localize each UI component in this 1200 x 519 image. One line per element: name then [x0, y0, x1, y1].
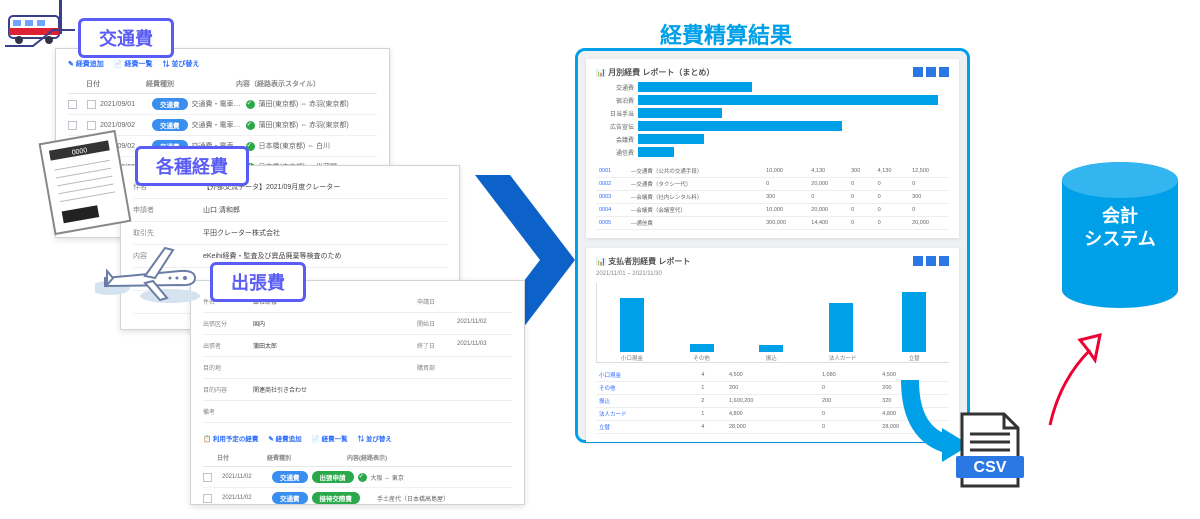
- card3-header: 日付 経費種別 内容(経路表示): [203, 449, 512, 467]
- bar: 振込: [759, 345, 783, 362]
- bar: 小口現金: [620, 298, 644, 362]
- form-row: 申請者山口 清和郎: [133, 199, 447, 222]
- form-row: 目的地購買部: [203, 357, 512, 379]
- form-row: 目的内容関連商社引き合わせ: [203, 379, 512, 401]
- receipt-icon: 0000: [37, 129, 132, 236]
- card1-header: 日付 経費種別 内容（経路表示スタイル）: [68, 75, 377, 94]
- type-pill: 出張申請: [312, 471, 354, 483]
- report2-table: 小口現金44,5001,0804,500その他12000200振込21,600,…: [596, 369, 949, 434]
- type-pill: 交通費: [152, 119, 188, 131]
- report-monthly: 📊 月別経費 レポート（まとめ） 交通費宿泊費日当手当広告宣伝会議費通信費 00…: [586, 59, 959, 238]
- tag-misc: 各種経費: [135, 146, 249, 186]
- bar-row: 日当手当: [596, 108, 949, 118]
- report-controls[interactable]: [913, 67, 949, 78]
- type-pill: 交通費: [272, 471, 308, 483]
- report1-table: 0001—交通費（公共の交通手段）10,0004,1303004,13012,5…: [596, 165, 949, 230]
- to-db-arrow: [1040, 330, 1110, 430]
- bar: その他: [690, 344, 714, 362]
- form-row: 備考: [203, 401, 512, 423]
- bar-row: 交通費: [596, 82, 949, 92]
- type-pill: 接待交際費: [312, 492, 361, 504]
- bar-row: 会議費: [596, 134, 949, 144]
- tag-travel: 出張費: [210, 262, 306, 302]
- travel-card: 件名本社研修申請日出張区分国内開始日2021/11/02出張者蒲田太郎終了日20…: [190, 280, 525, 505]
- checkbox[interactable]: [68, 121, 77, 130]
- dashboard-title: 経費精算結果: [660, 18, 792, 50]
- bar: 法人カード: [829, 303, 857, 362]
- form-row: 出張区分国内開始日2021/11/02: [203, 313, 512, 335]
- bar-row: 宿泊費: [596, 95, 949, 105]
- calendar-icon: [87, 100, 96, 109]
- bar: 立替: [902, 292, 926, 362]
- database-label: 会計システム: [1070, 205, 1170, 252]
- tag-transport: 交通費: [78, 18, 174, 58]
- approved-icon: [246, 100, 255, 109]
- type-pill: 交通費: [152, 98, 188, 110]
- card3-toolbar: 📋 利用予定の経費 ✎ 経費追加 📄 経費一覧 ⇅ 並び替え: [203, 433, 512, 443]
- checkbox[interactable]: [203, 473, 212, 482]
- form-row: 出張者蒲田太郎終了日2021/11/03: [203, 335, 512, 357]
- calendar-icon: [87, 121, 96, 130]
- train-icon: [5, 0, 75, 53]
- checkbox[interactable]: [68, 100, 77, 109]
- csv-label: CSV: [974, 459, 1007, 476]
- bar-row: 広告宣伝: [596, 121, 949, 131]
- checkbox[interactable]: [203, 494, 212, 503]
- bar-row: 通信費: [596, 147, 949, 157]
- approved-icon: [358, 473, 367, 482]
- approved-icon: [246, 121, 255, 130]
- table-row[interactable]: 2021/11/02交通費出張申請大阪 ⇔ 東京: [203, 467, 512, 488]
- report-controls[interactable]: [913, 256, 949, 267]
- table-row[interactable]: 2021/09/01交通費交通費・電車…蒲田(東京都) ⇔ 赤羽(東京都): [68, 94, 377, 115]
- card1-toolbar: ✎ 経費追加 📄 経費一覧 ⇅ 並び替え: [68, 59, 377, 69]
- csv-file-icon: CSV: [950, 410, 1030, 490]
- table-row[interactable]: 2021/11/02交通費接待交際費手土産代（日本橋高島屋）: [203, 488, 512, 509]
- type-pill: 交通費: [272, 492, 308, 504]
- airplane-icon: [95, 238, 205, 308]
